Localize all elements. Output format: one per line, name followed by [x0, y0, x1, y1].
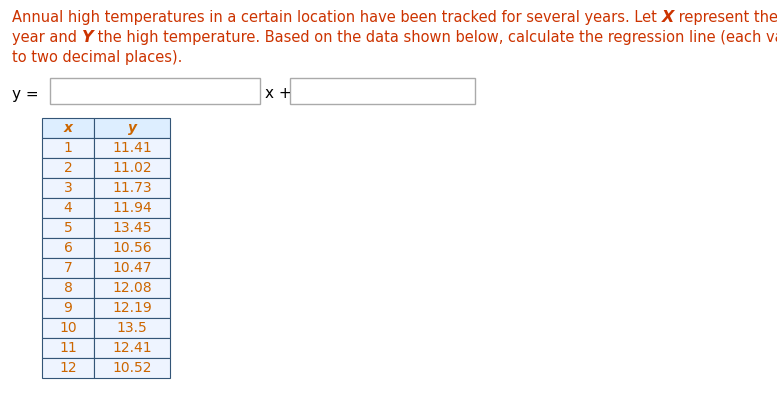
Text: 10.52: 10.52	[112, 361, 152, 375]
Bar	[94, 238, 170, 258]
Text: 13.45: 13.45	[112, 221, 152, 235]
Bar	[42, 178, 94, 198]
Bar	[94, 338, 170, 358]
Text: 11.94: 11.94	[112, 201, 152, 215]
Text: 12: 12	[59, 361, 77, 375]
Text: 7: 7	[64, 261, 72, 275]
Text: 4: 4	[64, 201, 72, 215]
Text: 6: 6	[64, 241, 72, 255]
Bar	[94, 138, 170, 158]
Bar	[42, 158, 94, 178]
Bar	[42, 118, 94, 138]
Text: 9: 9	[64, 301, 72, 315]
Bar	[94, 318, 170, 338]
Text: the high temperature. Based on the data shown below, calculate the regression li: the high temperature. Based on the data …	[93, 30, 777, 45]
Bar	[42, 358, 94, 378]
Bar	[94, 258, 170, 278]
Text: 11.02: 11.02	[112, 161, 152, 175]
Text: 10: 10	[59, 321, 77, 335]
Bar	[94, 158, 170, 178]
Text: 2: 2	[64, 161, 72, 175]
Text: Y: Y	[82, 30, 93, 45]
Bar	[42, 198, 94, 218]
Text: year and: year and	[12, 30, 82, 45]
Text: 11: 11	[59, 341, 77, 355]
Bar	[94, 358, 170, 378]
Text: 11.41: 11.41	[112, 141, 152, 155]
Text: 1: 1	[64, 141, 72, 155]
Text: 12.41: 12.41	[112, 341, 152, 355]
Bar	[42, 258, 94, 278]
Bar	[290, 78, 475, 104]
Bar	[94, 278, 170, 298]
Bar	[42, 238, 94, 258]
Text: 8: 8	[64, 281, 72, 295]
Bar	[94, 198, 170, 218]
Text: y: y	[127, 121, 137, 135]
Bar	[42, 298, 94, 318]
Text: 10.56: 10.56	[112, 241, 152, 255]
Text: to two decimal places).: to two decimal places).	[12, 50, 183, 65]
Text: 11.73: 11.73	[112, 181, 152, 195]
Bar	[42, 318, 94, 338]
Text: Annual high temperatures in a certain location have been tracked for several yea: Annual high temperatures in a certain lo…	[12, 10, 661, 25]
Text: 10.47: 10.47	[112, 261, 152, 275]
Bar	[50, 78, 260, 104]
Text: x: x	[64, 121, 72, 135]
Text: 13.5: 13.5	[117, 321, 148, 335]
Bar	[94, 218, 170, 238]
Bar	[42, 278, 94, 298]
Bar	[42, 218, 94, 238]
Bar	[94, 178, 170, 198]
Text: 12.19: 12.19	[112, 301, 152, 315]
Text: x +: x +	[265, 86, 291, 102]
Bar	[94, 118, 170, 138]
Bar	[94, 298, 170, 318]
Text: 3: 3	[64, 181, 72, 195]
Text: 12.08: 12.08	[112, 281, 152, 295]
Text: represent the: represent the	[674, 10, 777, 25]
Bar	[42, 138, 94, 158]
Text: 5: 5	[64, 221, 72, 235]
Text: X: X	[661, 10, 674, 25]
Bar	[42, 338, 94, 358]
Text: y =: y =	[12, 86, 39, 102]
